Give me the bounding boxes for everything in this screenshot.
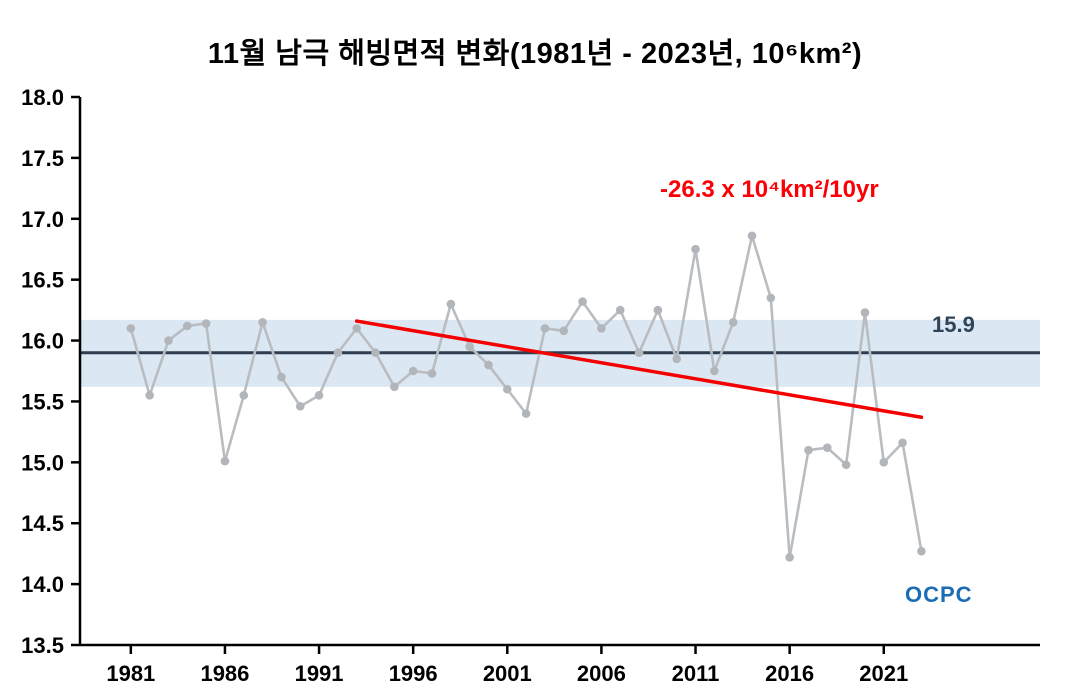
chart-title: 11월 남극 해빙면적 변화(1981년 - 2023년, 10⁶km²)	[207, 38, 863, 70]
y-tick-label: 14.5	[21, 511, 64, 536]
data-point	[220, 456, 230, 466]
data-point	[747, 231, 757, 241]
trend-rate-annotation: -26.3 x 10⁴km²/10yr	[660, 176, 879, 203]
data-point	[898, 438, 907, 448]
data-point	[390, 382, 399, 392]
data-point	[295, 402, 305, 411]
data-point	[540, 324, 550, 333]
x-tick-label: 1981	[106, 661, 155, 686]
y-tick-label: 18.0	[21, 85, 64, 110]
data-point	[258, 317, 267, 327]
y-tick-label: 13.5	[21, 633, 64, 658]
data-point	[333, 348, 343, 358]
data-point	[860, 308, 870, 317]
y-tick-label: 14.0	[21, 572, 64, 597]
data-point	[446, 299, 456, 309]
data-point	[822, 443, 832, 453]
x-tick-label: 1996	[389, 661, 438, 686]
data-point	[578, 297, 587, 306]
data-point	[502, 384, 512, 394]
ocpc-logo: OCPC	[905, 582, 973, 607]
x-tick-label: 2011	[672, 661, 720, 686]
x-tick-label: 2006	[577, 661, 626, 686]
data-point	[841, 460, 851, 470]
data-point	[465, 342, 474, 351]
x-tick-label: 1991	[295, 661, 344, 686]
data-point	[785, 553, 794, 562]
data-point	[597, 324, 606, 333]
y-tick-label: 17.0	[21, 207, 64, 232]
data-point	[804, 445, 813, 455]
data-point	[710, 366, 719, 376]
data-point	[182, 321, 192, 331]
data-point	[484, 360, 493, 370]
data-point	[314, 391, 324, 400]
data-point	[277, 372, 286, 382]
data-point	[691, 244, 700, 254]
data-point	[917, 546, 926, 556]
data-point	[521, 409, 531, 418]
y-tick-label: 17.5	[21, 146, 64, 171]
data-point	[408, 366, 418, 376]
data-point	[615, 305, 625, 315]
data-point	[239, 391, 249, 400]
data-point	[672, 354, 682, 364]
data-point	[728, 317, 738, 327]
data-point	[371, 348, 380, 358]
y-tick-label: 16.0	[21, 329, 64, 354]
x-tick-label: 2016	[765, 661, 814, 686]
data-point	[427, 369, 437, 378]
data-point	[145, 391, 154, 400]
data-point	[653, 305, 663, 315]
y-tick-label: 15.5	[21, 389, 64, 414]
data-point	[634, 348, 644, 358]
data-point	[766, 293, 776, 303]
trend-line	[354, 319, 924, 420]
y-tick-label: 15.0	[21, 450, 64, 475]
data-point	[559, 326, 569, 336]
data-point	[352, 324, 362, 333]
data-point	[164, 336, 173, 345]
x-tick-label: 2001	[483, 661, 532, 686]
mean-value-label: 15.9	[932, 312, 975, 337]
data-point	[879, 458, 889, 467]
y-tick-label: 16.5	[21, 268, 64, 293]
data-point	[201, 319, 211, 328]
x-tick-label: 1986	[200, 661, 249, 686]
data-point	[126, 324, 136, 333]
x-tick-label: 2021	[859, 661, 908, 686]
